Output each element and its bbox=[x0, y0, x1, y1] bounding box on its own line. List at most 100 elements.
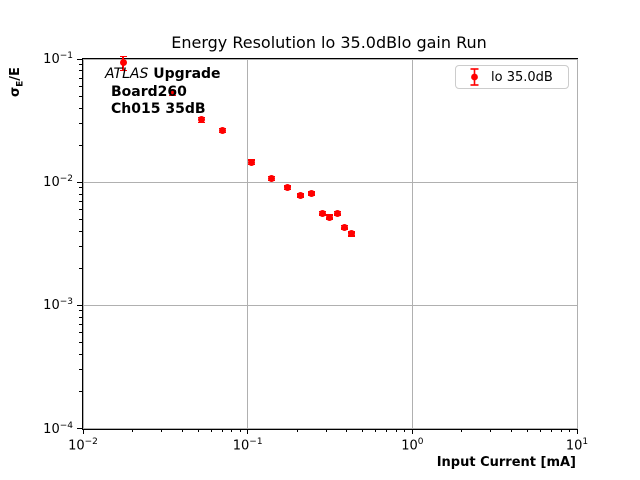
data-point bbox=[347, 230, 355, 238]
data-point bbox=[218, 126, 226, 134]
x-gridline bbox=[247, 59, 249, 429]
y-major-tick bbox=[77, 304, 82, 306]
data-point bbox=[268, 175, 276, 183]
x-minor-tick bbox=[362, 428, 364, 432]
y-tick-label: 10−4 bbox=[43, 420, 73, 437]
data-point bbox=[284, 184, 292, 192]
x-minor-tick bbox=[325, 428, 327, 432]
y-minor-tick bbox=[79, 316, 82, 318]
y-axis-label-sub: E bbox=[15, 80, 26, 87]
x-minor-tick bbox=[526, 428, 528, 432]
x-minor-tick bbox=[560, 428, 562, 432]
annotation: ATLAS Upgrade Board260 Ch015 35dB bbox=[105, 66, 221, 119]
y-major-tick bbox=[77, 58, 82, 60]
y-tick-label: 10−2 bbox=[43, 173, 73, 191]
x-minor-tick bbox=[510, 428, 512, 432]
x-minor-tick bbox=[161, 428, 163, 432]
legend: lo 35.0dB bbox=[455, 65, 569, 89]
y-minor-tick bbox=[79, 310, 82, 312]
x-tick-label: 10−1 bbox=[232, 436, 263, 453]
errorbar-marker-icon bbox=[468, 67, 481, 87]
x-minor-tick bbox=[346, 428, 348, 432]
y-minor-tick bbox=[79, 332, 82, 334]
x-minor-tick bbox=[296, 428, 298, 432]
y-minor-tick bbox=[79, 144, 82, 146]
y-axis-label-sigma: σ bbox=[8, 86, 23, 97]
y-tick-label: 10−3 bbox=[43, 297, 73, 314]
x-minor-tick bbox=[386, 428, 388, 432]
x-minor-tick bbox=[395, 428, 397, 432]
x-gridline bbox=[82, 59, 84, 429]
y-minor-tick bbox=[79, 107, 82, 109]
x-axis-label: Input Current [mA] bbox=[436, 455, 576, 470]
y-minor-tick bbox=[79, 70, 82, 72]
data-point bbox=[326, 213, 334, 221]
y-axis-label-rest: /E bbox=[8, 67, 23, 81]
y-gridline bbox=[83, 181, 577, 183]
x-major-tick bbox=[576, 428, 578, 434]
y-major-tick bbox=[77, 428, 82, 429]
y-major-tick bbox=[77, 181, 82, 183]
x-minor-tick bbox=[461, 428, 463, 432]
x-minor-tick bbox=[404, 428, 406, 432]
y-minor-tick bbox=[79, 246, 82, 248]
data-point bbox=[333, 209, 341, 217]
y-minor-tick bbox=[79, 85, 82, 87]
chart-title: Energy Resolution lo 35.0dBlo gain Run bbox=[171, 33, 487, 52]
x-gridline bbox=[411, 59, 413, 429]
x-minor-tick bbox=[550, 428, 552, 432]
y-minor-tick bbox=[79, 200, 82, 202]
y-minor-tick bbox=[79, 267, 82, 269]
data-point bbox=[119, 59, 127, 67]
x-minor-tick bbox=[181, 428, 183, 432]
x-minor-tick bbox=[239, 428, 241, 432]
y-minor-tick bbox=[79, 208, 82, 210]
y-gridline bbox=[83, 428, 577, 429]
x-gridline bbox=[576, 59, 578, 429]
y-minor-tick bbox=[79, 341, 82, 343]
x-minor-tick bbox=[490, 428, 492, 432]
x-minor-tick bbox=[197, 428, 199, 432]
x-minor-tick bbox=[221, 428, 223, 432]
data-point bbox=[198, 116, 206, 124]
x-minor-tick bbox=[210, 428, 212, 432]
y-minor-tick bbox=[79, 122, 82, 124]
annotation-line2: Board260 bbox=[111, 83, 187, 100]
x-tick-label: 101 bbox=[565, 436, 589, 453]
data-point bbox=[247, 158, 255, 166]
x-minor-tick bbox=[231, 428, 233, 432]
annotation-atlas: ATLAS bbox=[105, 66, 149, 82]
y-minor-tick bbox=[79, 77, 82, 79]
y-minor-tick bbox=[79, 64, 82, 66]
y-minor-tick bbox=[79, 95, 82, 97]
y-minor-tick bbox=[79, 369, 82, 371]
x-tick-label: 10−2 bbox=[68, 436, 98, 453]
x-major-tick bbox=[247, 428, 249, 434]
legend-label: lo 35.0dB bbox=[491, 69, 553, 85]
y-minor-tick bbox=[79, 187, 82, 189]
x-minor-tick bbox=[568, 428, 570, 432]
y-axis-label: σE/E bbox=[8, 67, 26, 97]
y-minor-tick bbox=[79, 390, 82, 392]
data-point bbox=[340, 223, 348, 231]
plot-area: ATLAS Upgrade Board260 Ch015 35dB lo 35.… bbox=[43, 51, 588, 453]
y-tick-label: 10−1 bbox=[43, 50, 73, 68]
y-minor-tick bbox=[79, 353, 82, 355]
annotation-line1: ATLAS Upgrade bbox=[105, 66, 221, 84]
x-major-tick bbox=[411, 428, 413, 434]
y-minor-tick bbox=[79, 218, 82, 220]
x-minor-tick bbox=[375, 428, 377, 432]
x-major-tick bbox=[82, 428, 84, 434]
y-gridline bbox=[83, 58, 577, 60]
data-point bbox=[319, 209, 327, 217]
y-minor-tick bbox=[79, 323, 82, 325]
data-point bbox=[308, 189, 316, 197]
data-point bbox=[169, 89, 177, 97]
y-gridline bbox=[83, 304, 577, 306]
annotation-line3: Ch015 35dB bbox=[111, 101, 206, 117]
y-minor-tick bbox=[79, 193, 82, 195]
y-minor-tick bbox=[79, 230, 82, 232]
error-bar-cap bbox=[119, 69, 127, 72]
error-bar-cap bbox=[119, 55, 127, 58]
